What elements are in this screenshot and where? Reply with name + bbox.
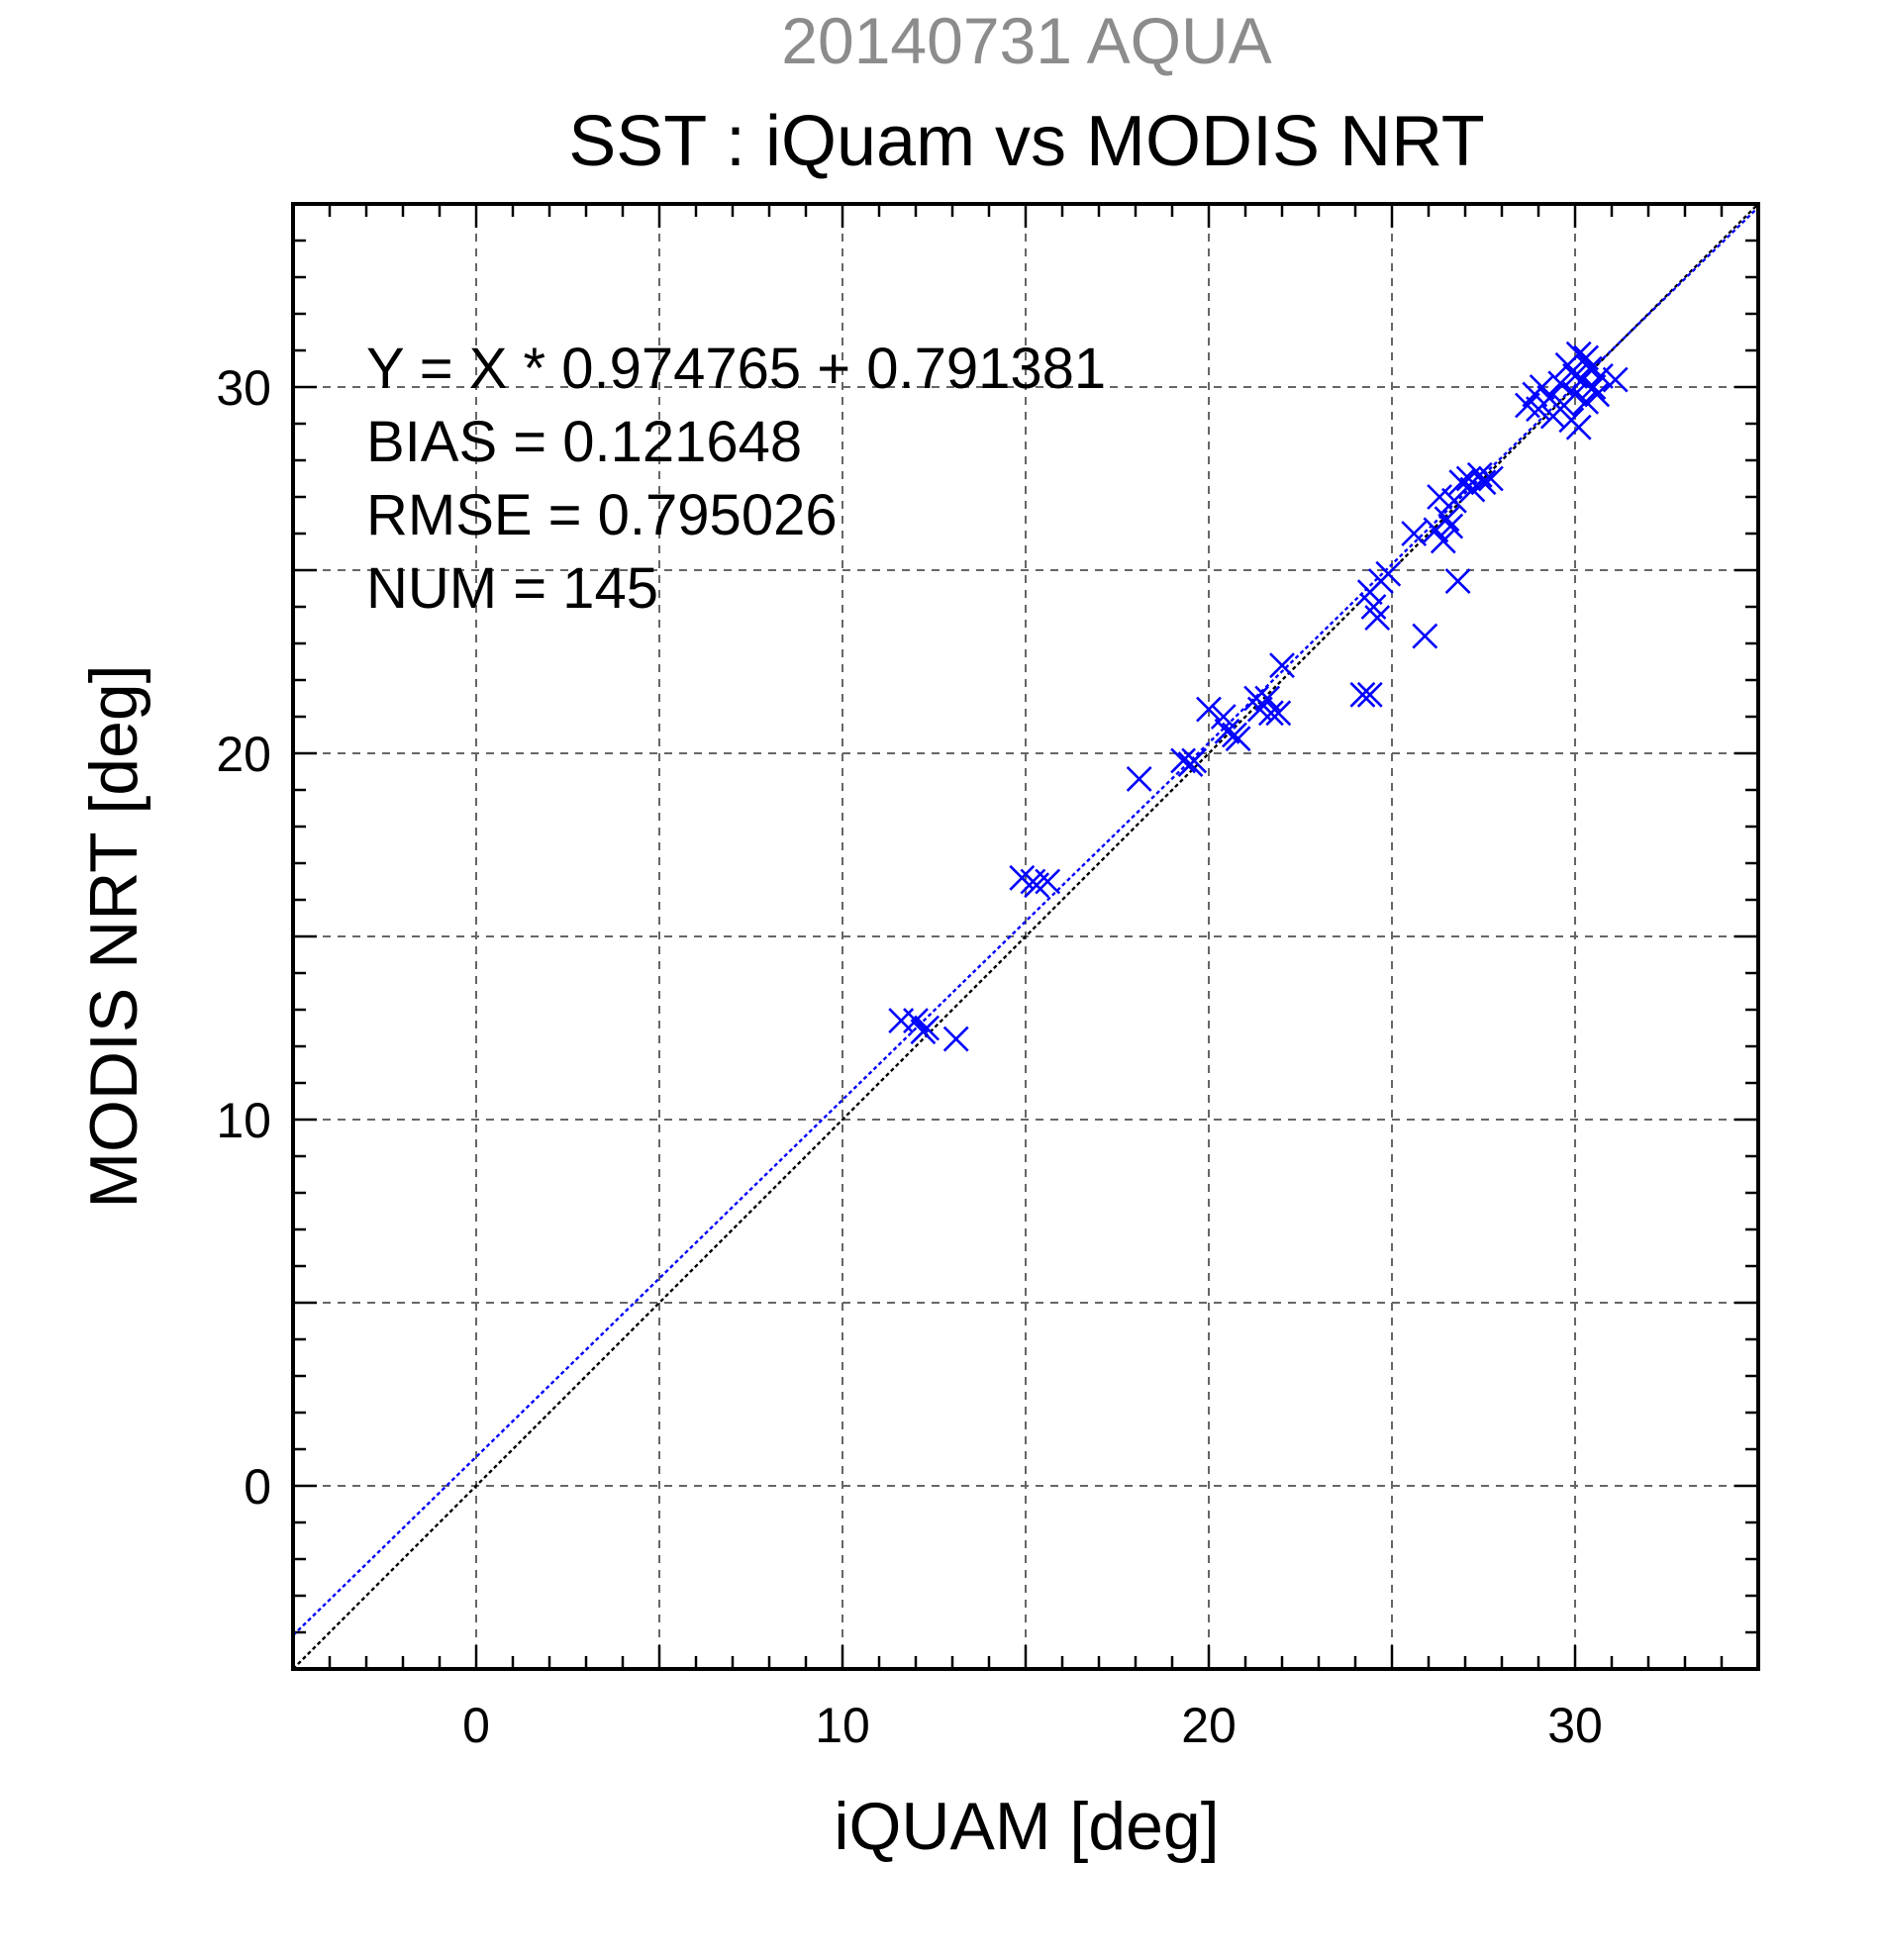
data-point [1196,696,1222,723]
data-point [1349,681,1376,708]
data-point [1587,362,1614,389]
data-point [1214,718,1240,744]
data-point [1254,685,1281,712]
data-point [1470,469,1497,496]
data-point [1459,476,1486,503]
data-point [1170,747,1197,774]
data-point [1126,765,1152,792]
data-point [1562,362,1588,389]
bias-value: BIAS = 0.121648 [366,410,802,474]
x-tick-label: 20 [1181,1698,1237,1753]
major-ticks [293,204,1758,1669]
regression-stats: Y = X * 0.974765 + 0.791381 BIAS = 0.121… [366,337,1106,621]
data-point [1573,388,1600,415]
fit-equation: Y = X * 0.974765 + 0.791381 [366,337,1106,401]
data-point [1434,506,1460,533]
data-point [1225,726,1251,752]
data-point [1430,528,1456,554]
data-point [1584,381,1611,408]
data-point [1035,868,1061,895]
data-point [1547,370,1574,397]
plot-frame [291,202,1760,1671]
data-point [1269,652,1295,679]
data-points [888,341,1629,1052]
grid-lines [293,204,1758,1669]
data-point [914,1015,940,1041]
data-point [1448,469,1475,496]
regression-line [293,206,1758,1636]
data-point [1565,414,1592,441]
x-tick-labels: 0 10 20 30 [462,1698,1603,1753]
chart-supertitle: 20140731 AQUA [781,4,1271,77]
minor-ticks [293,204,1758,1669]
data-point [1356,681,1383,708]
data-point [1477,465,1504,492]
sample-count: NUM = 145 [366,556,658,621]
identity-line [293,204,1758,1669]
x-tick-label: 10 [815,1698,870,1753]
data-point [1364,605,1391,632]
rmse-value: RMSE = 0.795026 [366,483,838,547]
data-point [1265,700,1292,727]
data-point [1181,747,1208,774]
data-point [1602,366,1629,393]
y-tick-labels: 0 10 20 30 [216,360,271,1515]
data-point [1437,513,1464,539]
data-point [1401,521,1428,546]
y-tick-label: 20 [216,727,271,782]
data-point [1412,623,1438,649]
data-point [942,1026,969,1052]
data-point [1375,560,1402,587]
data-point [1444,568,1471,595]
data-point [1562,381,1588,408]
y-axis-label: MODIS NRT [deg] [76,664,151,1208]
data-point [1210,704,1237,730]
y-tick-label: 30 [216,360,271,416]
x-tick-label: 30 [1547,1698,1603,1753]
chart-title: SST : iQuam vs MODIS NRT [568,102,1485,181]
x-axis-label: iQUAM [deg] [834,1789,1219,1864]
data-point [903,1008,929,1034]
data-point [1257,700,1284,727]
x-tick-label: 0 [462,1698,490,1753]
data-point [1565,341,1592,367]
data-point [1427,484,1453,510]
data-point [1580,374,1607,400]
data-point [1440,487,1467,514]
data-point [888,1008,915,1034]
y-tick-label: 10 [216,1093,271,1148]
y-tick-label: 0 [244,1459,271,1515]
